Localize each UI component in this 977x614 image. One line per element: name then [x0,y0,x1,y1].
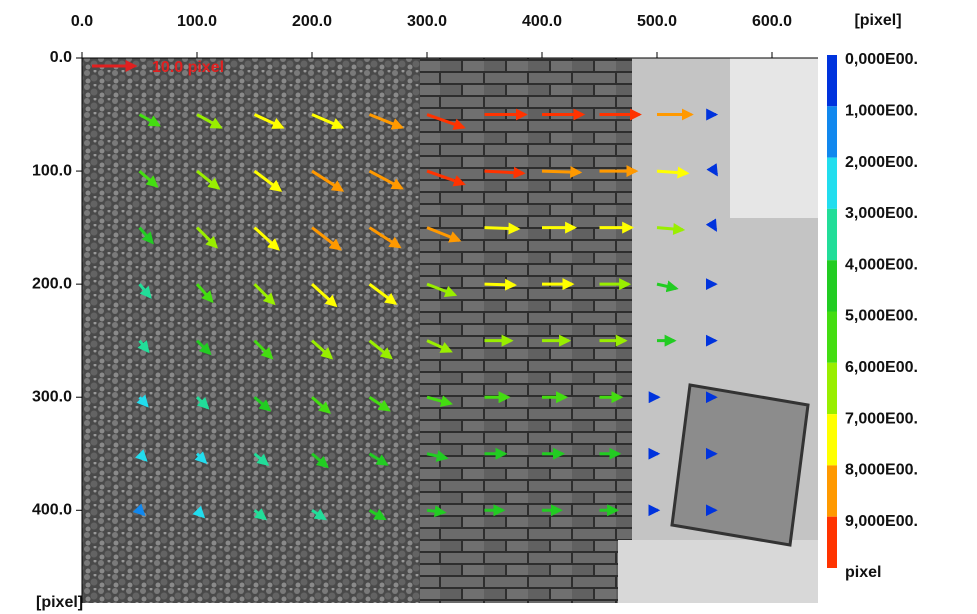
x-tick-label: 500.0 [637,13,677,30]
colorbar-band [827,363,837,414]
vector-arrow [657,228,683,230]
colorbar-band [827,106,837,157]
colorbar-band [827,414,837,465]
axis-label: [pixel] [36,594,83,611]
chart: [pixel] [pixel] 0.0 100.0 200.0 300.0 400.0 5… [0,0,977,614]
colorbar-label: 1,000E00. [845,103,918,120]
vector-arrow [485,228,519,229]
colorbar-band [827,312,837,363]
x-tick-label: 200.0 [292,13,332,30]
colorbar-band [827,260,837,311]
colorbar-label: 2,000E00. [845,154,918,171]
y-tick-label: 300.0 [32,388,72,405]
colorbar-label: 3,000E00. [845,205,918,222]
vector-arrow [715,228,716,230]
x-tick-label: 300.0 [407,13,447,30]
colorbar-label: 8,000E00. [845,462,918,479]
colorbar-label: 5,000E00. [845,308,918,325]
y-tick-label: 400.0 [32,502,72,519]
y-tick-label: 100.0 [32,162,72,179]
x-tick-label: 600.0 [752,13,792,30]
vector-arrow [485,284,515,285]
vector-arrow [542,171,580,172]
x-tick-label: 400.0 [522,13,562,30]
colorbar-label: 0,000E00. [845,51,918,68]
colorbar-unit: pixel [845,564,881,581]
colorbar-title: [pixel] [854,12,901,29]
colorbar-label: 7,000E00. [845,410,918,427]
x-tick-label: 0.0 [71,13,93,30]
colorbar-band [827,209,837,260]
y-tick-label: 0.0 [50,49,72,66]
scale-arrow-label: 10.0 pixel [152,59,224,76]
colorbar-band [827,517,837,568]
vector-arrow [715,171,717,174]
y-tick-label: 200.0 [32,275,72,292]
vector-arrow [427,510,444,512]
colorbar-band [827,55,837,106]
colorbar-band [827,158,837,209]
background-photo [82,58,818,603]
colorbar-label: 6,000E00. [845,359,918,376]
colorbar-label: 9,000E00. [845,513,918,530]
colorbar-band [827,465,837,516]
colorbar-label: 4,000E00. [845,256,918,273]
x-tick-label: 100.0 [177,13,217,30]
